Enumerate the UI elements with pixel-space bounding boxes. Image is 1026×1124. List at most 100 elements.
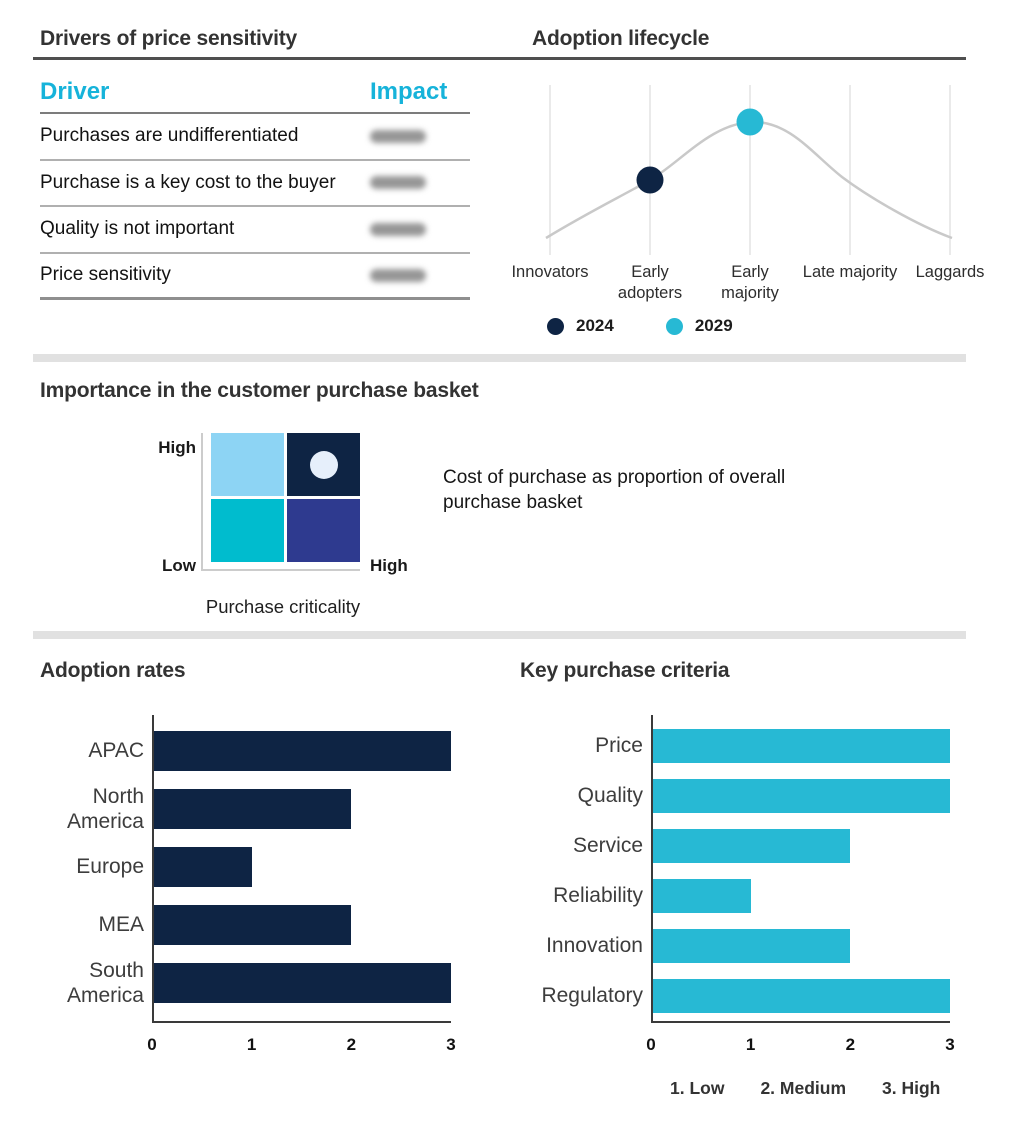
table-row: Quality is not important xyxy=(40,207,470,254)
bar-row: Quality xyxy=(520,779,950,813)
bar-category-label: MEA xyxy=(98,913,144,937)
driver-cell: Purchases are undifferentiated xyxy=(40,125,299,147)
adoption-rates-chart: APAC North America Europe MEA South America … xyxy=(40,715,456,1054)
bar-category-label: Quality xyxy=(577,784,643,808)
position-marker-dot xyxy=(309,450,338,479)
x-axis-high-label: High xyxy=(370,556,408,575)
section-title-key-purchase-criteria: Key purchase criteria xyxy=(520,659,730,682)
bar-track xyxy=(651,979,950,1013)
data-point-2024 xyxy=(636,166,664,194)
x-tick-label: 3 xyxy=(446,1035,456,1054)
bar-track xyxy=(651,779,950,813)
x-axis-ticks: 0 1 2 3 xyxy=(646,1021,954,1065)
stage-label: Early adopters xyxy=(617,263,683,303)
bar-row: APAC xyxy=(40,731,451,771)
table-row: Price sensitivity xyxy=(40,254,470,300)
x-axis-ticks: 0 1 2 3 xyxy=(147,1021,455,1065)
bar xyxy=(651,979,950,1013)
driver-cell: Price sensitivity xyxy=(40,264,171,286)
legend-label: 2029 xyxy=(694,316,733,335)
matrix-axes xyxy=(201,433,360,571)
key-purchase-criteria-chart: Price Quality Service Reliability Innovation… xyxy=(520,715,955,1098)
y-axis-low-label: Low xyxy=(162,556,196,575)
bar-track xyxy=(152,847,451,887)
lifecycle-stage-labels: Innovators Early adopters Early majority La… xyxy=(511,262,984,312)
legend-item: 2029 xyxy=(665,316,733,336)
x-tick-label: 0 xyxy=(147,1035,157,1054)
bar xyxy=(651,829,851,863)
driver-cell: Quality is not important xyxy=(40,218,235,240)
x-axis-line xyxy=(651,1021,950,1023)
col-header-impact: Impact xyxy=(370,78,448,105)
x-tick-label: 1 xyxy=(246,1035,257,1054)
x-tick-label: 2 xyxy=(845,1035,856,1054)
legend-dot-2024 xyxy=(547,317,564,335)
quadrant-grid xyxy=(211,433,360,562)
bar-category-label: Price xyxy=(595,734,643,758)
impact-value-blurred xyxy=(370,268,426,282)
section-divider xyxy=(33,631,966,639)
bar-row: Innovation xyxy=(520,929,950,963)
bar-category-label: North America xyxy=(66,784,144,833)
matrix-annotation: Cost of purchase as proportion of overal… xyxy=(443,467,786,513)
bar-track xyxy=(651,729,950,763)
bar-track xyxy=(152,789,451,829)
quadrant-top-right xyxy=(287,433,360,496)
bar-row: Europe xyxy=(40,847,451,887)
scale-note: 1. Low 2. Medium 3. High xyxy=(670,1078,940,1099)
bar-track xyxy=(152,905,451,945)
stage-label: Late majority xyxy=(802,263,898,281)
lifecycle-legend: 2024 2029 xyxy=(547,316,733,336)
x-axis-title: Purchase criticality xyxy=(205,596,361,617)
table-body: Purchases are undifferentiated Purchase i… xyxy=(40,114,470,300)
impact-value-blurred xyxy=(370,129,426,143)
section-title-adoption-rates: Adoption rates xyxy=(40,659,186,682)
bar-track xyxy=(152,963,451,1003)
stage-label: Innovators xyxy=(511,263,589,281)
section-divider xyxy=(33,354,966,362)
bar-category-label: APAC xyxy=(88,739,144,763)
bar-track xyxy=(651,929,950,963)
section-title-basket: Importance in the customer purchase bask… xyxy=(40,379,479,402)
quadrant-top-left xyxy=(211,433,284,496)
bar-track xyxy=(152,731,451,771)
adoption-lifecycle-chart xyxy=(545,85,953,255)
y-axis-line xyxy=(651,715,653,1023)
x-tick-label: 1 xyxy=(745,1035,756,1054)
bar-category-label: Reliability xyxy=(553,884,643,908)
scale-note-item: 3. High xyxy=(882,1078,941,1098)
quadrant-bottom-right xyxy=(287,499,360,562)
x-tick-label: 2 xyxy=(346,1035,357,1054)
bar-track xyxy=(651,879,950,913)
bars-area: APAC North America Europe MEA South America xyxy=(40,715,451,1007)
bar-track xyxy=(651,829,950,863)
impact-value-blurred xyxy=(370,222,426,236)
x-tick-label: 3 xyxy=(945,1035,955,1054)
scale-note-item: 1. Low xyxy=(670,1078,725,1098)
bar xyxy=(152,731,451,771)
bar-row: Reliability xyxy=(520,879,950,913)
x-axis-line xyxy=(152,1021,451,1023)
x-tick-label: 0 xyxy=(646,1035,656,1054)
bar-category-label: Innovation xyxy=(546,934,643,958)
bar-row: MEA xyxy=(40,905,451,945)
bar-category-label: South America xyxy=(66,958,144,1007)
bar xyxy=(152,847,252,887)
bar-row: South America xyxy=(40,959,451,1007)
bar-row: Price xyxy=(520,729,950,763)
table-row: Purchases are undifferentiated xyxy=(40,114,470,161)
bar xyxy=(651,879,751,913)
bar xyxy=(152,963,451,1003)
section-title-lifecycle: Adoption lifecycle xyxy=(532,27,710,50)
adoption-curve xyxy=(545,120,953,240)
bar xyxy=(651,779,950,813)
table-header-row: Driver Impact xyxy=(40,70,470,114)
quadrant-bottom-left xyxy=(211,499,284,562)
bar-row: Regulatory xyxy=(520,979,950,1013)
title-underline xyxy=(33,57,966,60)
drivers-table: Driver Impact Purchases are undifferenti… xyxy=(40,70,470,300)
y-axis-line xyxy=(152,715,154,1023)
bar xyxy=(651,929,851,963)
bar-category-label: Regulatory xyxy=(541,984,643,1008)
